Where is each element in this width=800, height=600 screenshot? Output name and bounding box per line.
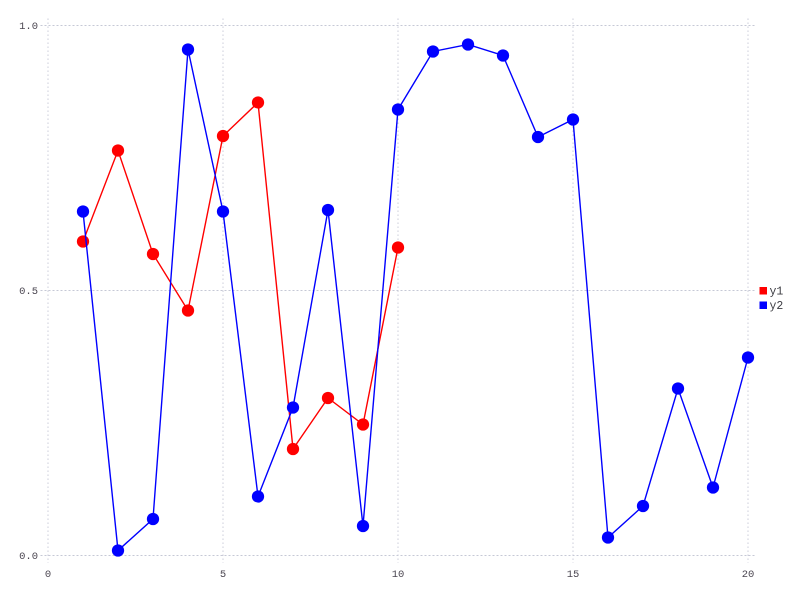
svg-text:5: 5 (220, 569, 226, 581)
svg-text:0: 0 (45, 569, 51, 581)
svg-text:y2: y2 (770, 300, 784, 313)
svg-text:20: 20 (742, 569, 755, 581)
svg-text:0.5: 0.5 (19, 286, 38, 298)
svg-text:y1: y1 (770, 286, 784, 299)
svg-text:15: 15 (567, 569, 580, 581)
svg-text:10: 10 (392, 569, 405, 581)
svg-text:1.0: 1.0 (19, 21, 38, 33)
svg-text:0.0: 0.0 (19, 551, 38, 563)
